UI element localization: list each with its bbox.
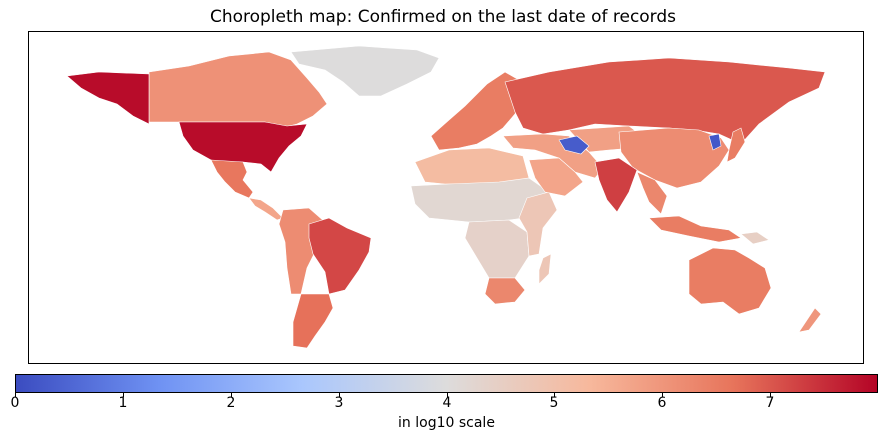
colorbar-tick-mark [554, 393, 555, 397]
colorbar-tick-label: 6 [657, 395, 667, 411]
colorbar-tick-mark [123, 393, 124, 397]
map-region-indonesia [648, 215, 742, 243]
colorbar-tick-mark [231, 393, 232, 397]
colorbar-tick-label: 2 [226, 395, 236, 411]
map-region-australia [688, 247, 772, 315]
colorbar-tick-mark [662, 393, 663, 397]
map-region-india [594, 157, 638, 213]
colorbar [15, 374, 878, 393]
map-area [28, 31, 864, 364]
map-region-mexico [210, 159, 254, 199]
map-region-north-korea [708, 133, 722, 151]
map-region-papua-new-guinea [740, 231, 770, 245]
map-region-north-africa [414, 147, 530, 185]
colorbar-tick-mark [770, 393, 771, 397]
map-region-madagascar [538, 253, 552, 285]
map-region-greenland [290, 45, 440, 97]
colorbar-tick-label: 7 [765, 395, 775, 411]
map-region-china [618, 127, 730, 189]
map-region-southern-africa [484, 277, 526, 305]
colorbar-tick-mark [15, 393, 16, 397]
colorbar-tick-label: 1 [118, 395, 128, 411]
map-region-turkmenistan [558, 135, 590, 155]
colorbar-tick-label: 0 [10, 395, 20, 411]
map-region-saudi-arabia [528, 157, 584, 197]
colorbar-tick-label: 3 [334, 395, 344, 411]
map-region-united-states [178, 121, 308, 173]
colorbar-tick-mark [339, 393, 340, 397]
map-region-eastern-africa [518, 191, 558, 257]
map-region-brazil [308, 217, 372, 295]
chart-title: Choropleth map: Confirmed on the last da… [209, 7, 677, 27]
map-region-central-africa [464, 219, 530, 279]
map-region-central-america [248, 197, 284, 221]
colorbar-tick-mark [447, 393, 448, 397]
map-region-new-zealand [798, 307, 822, 333]
colorbar-tick-label: 5 [549, 395, 559, 411]
colorbar-tick-label: 4 [442, 395, 452, 411]
map-region-southeast-asia [636, 171, 668, 215]
colorbar-label: in log10 scale [398, 415, 495, 431]
map-region-argentina [292, 293, 334, 349]
map-region-japan [726, 127, 746, 163]
map-region-alaska [66, 71, 150, 125]
world-map [66, 45, 826, 349]
